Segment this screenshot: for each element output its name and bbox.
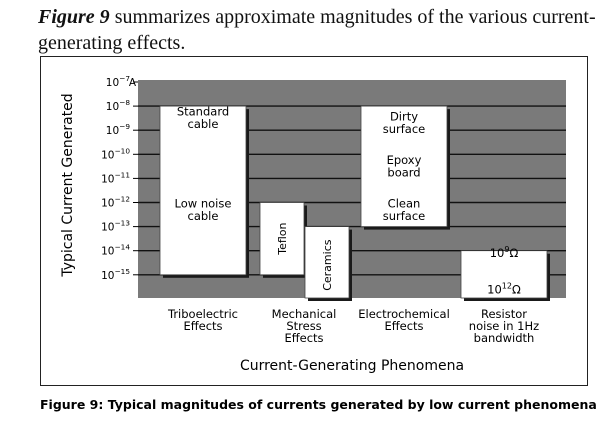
bar bbox=[159, 105, 247, 276]
bar bbox=[304, 226, 350, 299]
bar-label: surface bbox=[383, 122, 426, 136]
x-category-label: bandwidth bbox=[474, 331, 535, 345]
x-category-label: Mechanical bbox=[272, 307, 337, 321]
y-tick-label: 10−13 bbox=[101, 219, 130, 234]
x-category-label: Stress bbox=[286, 319, 321, 333]
y-tick-label: 10−12 bbox=[101, 195, 130, 210]
x-category-label: Effects bbox=[384, 319, 423, 333]
y-tick-label: 10−10 bbox=[101, 146, 130, 161]
x-axis-title: Current-Generating Phenomena bbox=[240, 358, 464, 374]
intro-text: summarizes approximate magnitudes of the… bbox=[38, 6, 596, 54]
bar-label: Ceramics bbox=[321, 239, 334, 291]
bar-label: cable bbox=[188, 209, 219, 223]
bar-label: Low noise bbox=[175, 196, 232, 210]
bar-label: 1012Ω bbox=[487, 281, 521, 296]
bar-label: Epoxy bbox=[387, 153, 422, 167]
x-category-label: Electrochemical bbox=[358, 307, 450, 321]
bar-label: Standard bbox=[177, 105, 229, 119]
bar-label: 109Ω bbox=[490, 245, 519, 260]
x-category-label: Effects bbox=[284, 331, 323, 345]
y-tick-label: 10−7 bbox=[106, 74, 131, 89]
bar-label: cable bbox=[188, 117, 219, 131]
bar-label: Teflon bbox=[276, 222, 289, 255]
intro-paragraph: Figure 9 summarizes approximate magnitud… bbox=[38, 4, 598, 56]
figure-frame bbox=[40, 56, 588, 386]
bar bbox=[259, 202, 305, 276]
bar-label: Clean bbox=[388, 196, 421, 210]
x-category-label: noise in 1Hz bbox=[469, 319, 539, 333]
x-category-label: Resistor bbox=[481, 307, 527, 321]
x-category-label: Triboelectric bbox=[167, 307, 238, 321]
bar-label: Dirty bbox=[390, 110, 418, 124]
figure-reference: Figure 9 bbox=[38, 6, 110, 28]
bar bbox=[360, 105, 448, 227]
x-category-label: Effects bbox=[183, 319, 222, 333]
bar-label: surface bbox=[383, 209, 426, 223]
y-tick-label: 10−14 bbox=[101, 243, 130, 258]
y-tick-label: 10−9 bbox=[106, 122, 131, 137]
y-axis-unit: A bbox=[129, 77, 137, 89]
y-tick-label: 10−15 bbox=[101, 267, 130, 282]
figure-caption: Figure 9: Typical magnitudes of currents… bbox=[40, 397, 597, 412]
y-tick-label: 10−8 bbox=[106, 98, 131, 113]
y-tick-label: 10−11 bbox=[101, 170, 130, 185]
y-axis-title: Typical Current Generated bbox=[60, 93, 76, 277]
bar bbox=[460, 250, 548, 299]
bar-label: board bbox=[387, 165, 420, 179]
